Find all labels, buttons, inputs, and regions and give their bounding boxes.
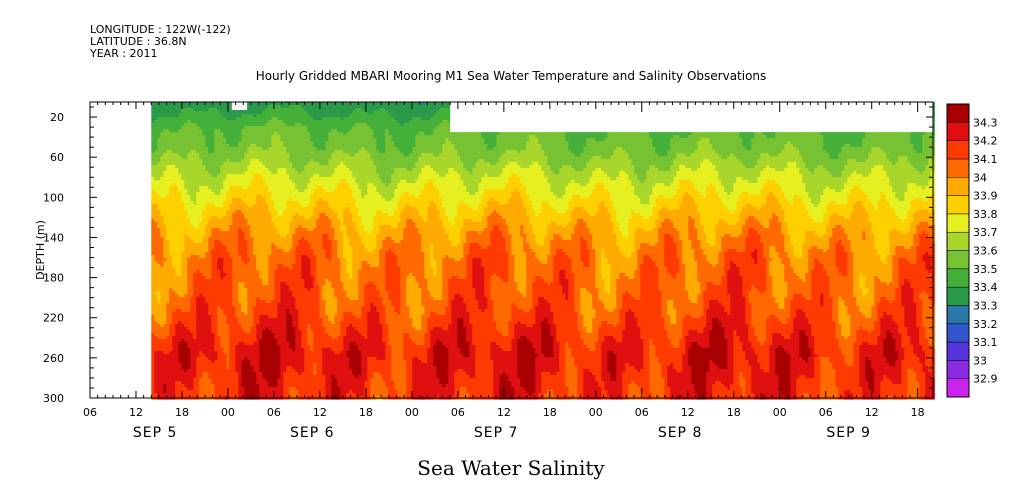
- chart-title: Hourly Gridded MBARI Mooring M1 Sea Wate…: [256, 69, 767, 83]
- heatmap-area: [151, 102, 935, 400]
